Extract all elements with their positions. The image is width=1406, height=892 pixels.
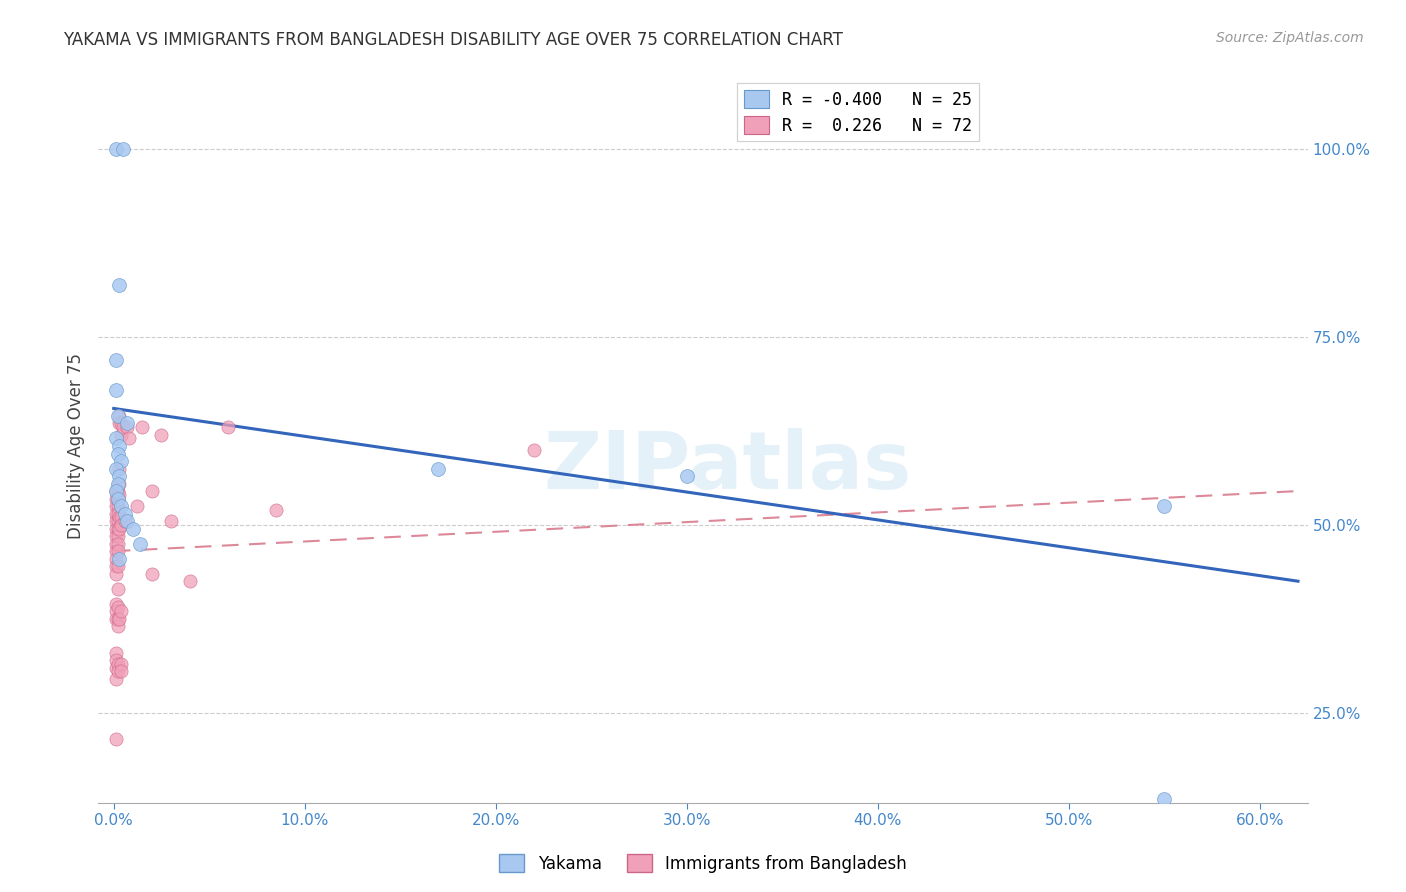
Point [1153, 792, 1175, 806]
Point [104, 461, 127, 475]
Point [264, 503, 287, 517]
Point [110, 604, 132, 618]
Point [104, 660, 127, 674]
Point [107, 514, 129, 528]
Point [427, 461, 450, 475]
Point [107, 507, 129, 521]
Point [108, 277, 131, 292]
Point [114, 507, 136, 521]
Point [114, 514, 136, 528]
Point [104, 653, 127, 667]
Point [115, 514, 138, 528]
Point [107, 529, 129, 543]
Point [104, 142, 127, 156]
Point [115, 420, 138, 434]
Point [107, 409, 129, 423]
Point [131, 420, 153, 434]
Point [104, 646, 127, 660]
Point [110, 665, 132, 679]
Point [104, 499, 127, 513]
Point [110, 510, 132, 524]
Point [118, 432, 141, 446]
Point [523, 442, 546, 457]
Point [108, 439, 131, 453]
Point [104, 551, 127, 566]
Point [110, 499, 132, 513]
Point [104, 491, 127, 506]
Point [1153, 499, 1175, 513]
Point [108, 409, 131, 423]
Point [110, 657, 132, 671]
Point [107, 619, 129, 633]
Point [108, 488, 131, 502]
Text: ZIPatlas: ZIPatlas [543, 428, 911, 507]
Point [125, 499, 148, 513]
Point [107, 665, 129, 679]
Point [179, 574, 201, 589]
Point [121, 522, 143, 536]
Legend: R = -0.400   N = 25, R =  0.226   N = 72: R = -0.400 N = 25, R = 0.226 N = 72 [737, 83, 979, 142]
Text: YAKAMA VS IMMIGRANTS FROM BANGLADESH DISABILITY AGE OVER 75 CORRELATION CHART: YAKAMA VS IMMIGRANTS FROM BANGLADESH DIS… [63, 31, 844, 49]
Point [112, 420, 135, 434]
Point [108, 612, 131, 626]
Point [104, 612, 127, 626]
Point [108, 461, 131, 475]
Point [104, 604, 127, 618]
Point [104, 529, 127, 543]
Point [108, 417, 131, 431]
Point [107, 600, 129, 615]
Point [104, 544, 127, 558]
Point [107, 522, 129, 536]
Point [104, 484, 127, 499]
Point [104, 514, 127, 528]
Point [104, 507, 127, 521]
Point [104, 731, 127, 746]
Point [104, 383, 127, 397]
Point [110, 417, 132, 431]
Point [104, 566, 127, 581]
Point [107, 544, 129, 558]
Point [110, 427, 132, 442]
Point [108, 522, 131, 536]
Point [217, 420, 239, 434]
Point [104, 484, 127, 499]
Legend: Yakama, Immigrants from Bangladesh: Yakama, Immigrants from Bangladesh [492, 847, 914, 880]
Point [108, 469, 131, 483]
Point [141, 566, 163, 581]
Point [115, 417, 138, 431]
Point [104, 672, 127, 686]
Point [104, 597, 127, 611]
Point [104, 352, 127, 367]
Point [108, 551, 131, 566]
Point [107, 491, 129, 506]
Point [141, 484, 163, 499]
Point [104, 432, 127, 446]
Point [107, 484, 129, 499]
Point [150, 427, 173, 442]
Point [104, 536, 127, 550]
Point [107, 446, 129, 460]
Point [107, 476, 129, 491]
Text: Source: ZipAtlas.com: Source: ZipAtlas.com [1216, 31, 1364, 45]
Point [107, 499, 129, 513]
Point [108, 476, 131, 491]
Point [107, 612, 129, 626]
Point [108, 510, 131, 524]
Point [112, 142, 135, 156]
Point [107, 559, 129, 574]
Point [107, 582, 129, 596]
Point [107, 657, 129, 671]
Point [110, 517, 132, 532]
Point [675, 469, 697, 483]
Point [104, 522, 127, 536]
Point [107, 491, 129, 506]
Point [129, 536, 152, 550]
Y-axis label: Disability Age Over 75: Disability Age Over 75 [66, 353, 84, 539]
Point [110, 454, 132, 468]
Point [104, 559, 127, 574]
Point [107, 536, 129, 550]
Point [160, 514, 183, 528]
